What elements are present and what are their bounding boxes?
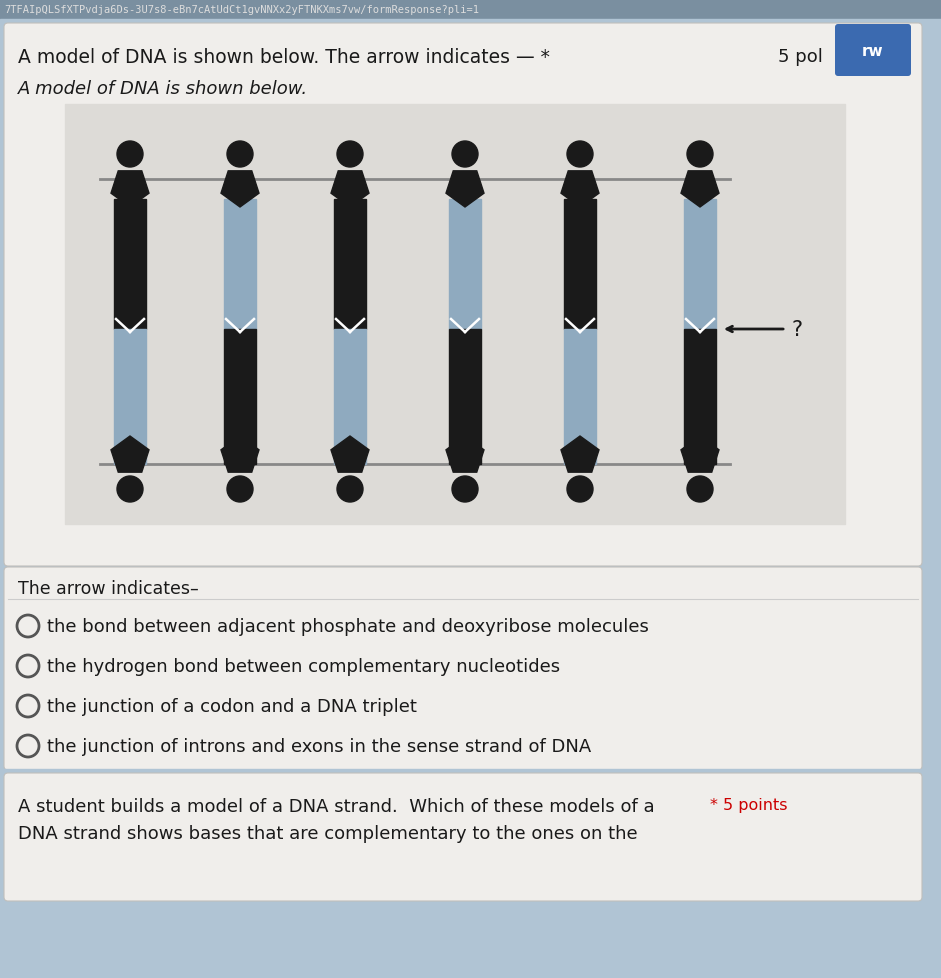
Text: the bond between adjacent phosphate and deoxyribose molecules: the bond between adjacent phosphate and … — [47, 617, 649, 636]
Polygon shape — [221, 172, 259, 207]
Bar — [334, 330, 366, 465]
Bar — [684, 330, 716, 465]
FancyBboxPatch shape — [4, 774, 922, 901]
Polygon shape — [111, 436, 149, 472]
Circle shape — [452, 476, 478, 503]
Polygon shape — [221, 436, 259, 472]
Bar — [334, 200, 366, 330]
Bar — [449, 330, 481, 465]
Bar — [65, 105, 845, 524]
Bar — [564, 330, 596, 465]
Circle shape — [687, 476, 713, 503]
Polygon shape — [561, 172, 599, 207]
Text: ?: ? — [792, 320, 803, 339]
Text: The arrow indicates–: The arrow indicates– — [18, 579, 199, 598]
Circle shape — [117, 142, 143, 168]
Circle shape — [227, 142, 253, 168]
Text: the hydrogen bond between complementary nucleotides: the hydrogen bond between complementary … — [47, 657, 560, 676]
Polygon shape — [681, 172, 719, 207]
Text: the junction of a codon and a DNA triplet: the junction of a codon and a DNA triple… — [47, 697, 417, 715]
Text: 5 pol: 5 pol — [778, 48, 822, 66]
Text: A model of DNA is shown below.: A model of DNA is shown below. — [18, 80, 308, 98]
Bar — [564, 200, 596, 330]
Bar — [114, 330, 146, 465]
Circle shape — [452, 142, 478, 168]
Text: A model of DNA is shown below. The arrow indicates — *: A model of DNA is shown below. The arrow… — [18, 48, 550, 67]
Bar — [114, 200, 146, 330]
Circle shape — [567, 142, 593, 168]
FancyBboxPatch shape — [835, 25, 911, 77]
Text: 7TFAIpQLSfXTPvdja6Ds-3U7s8-eBn7cAtUdCt1gvNNXx2yFTNKXms7vw/formResponse?pli=1: 7TFAIpQLSfXTPvdja6Ds-3U7s8-eBn7cAtUdCt1g… — [4, 5, 479, 15]
Polygon shape — [446, 172, 484, 207]
Circle shape — [227, 476, 253, 503]
FancyBboxPatch shape — [4, 567, 922, 771]
Circle shape — [567, 476, 593, 503]
Text: the junction of introns and exons in the sense strand of DNA: the junction of introns and exons in the… — [47, 737, 591, 755]
Text: * 5 points: * 5 points — [710, 797, 788, 812]
Bar — [449, 200, 481, 330]
Polygon shape — [561, 436, 599, 472]
Polygon shape — [331, 436, 369, 472]
Circle shape — [337, 476, 363, 503]
Bar — [224, 200, 256, 330]
FancyBboxPatch shape — [4, 24, 922, 566]
Polygon shape — [681, 436, 719, 472]
Polygon shape — [446, 436, 484, 472]
Circle shape — [117, 476, 143, 503]
Circle shape — [687, 142, 713, 168]
Bar — [0, 0, 941, 20]
Bar — [0, 770, 941, 781]
Bar — [224, 330, 256, 465]
Polygon shape — [111, 172, 149, 207]
Bar — [684, 200, 716, 330]
Circle shape — [337, 142, 363, 168]
Polygon shape — [331, 172, 369, 207]
Text: DNA strand shows bases that are complementary to the ones on the: DNA strand shows bases that are compleme… — [18, 824, 638, 842]
Text: A student builds a model of a DNA strand.  Which of these models of a: A student builds a model of a DNA strand… — [18, 797, 655, 816]
Text: rw: rw — [862, 44, 884, 60]
